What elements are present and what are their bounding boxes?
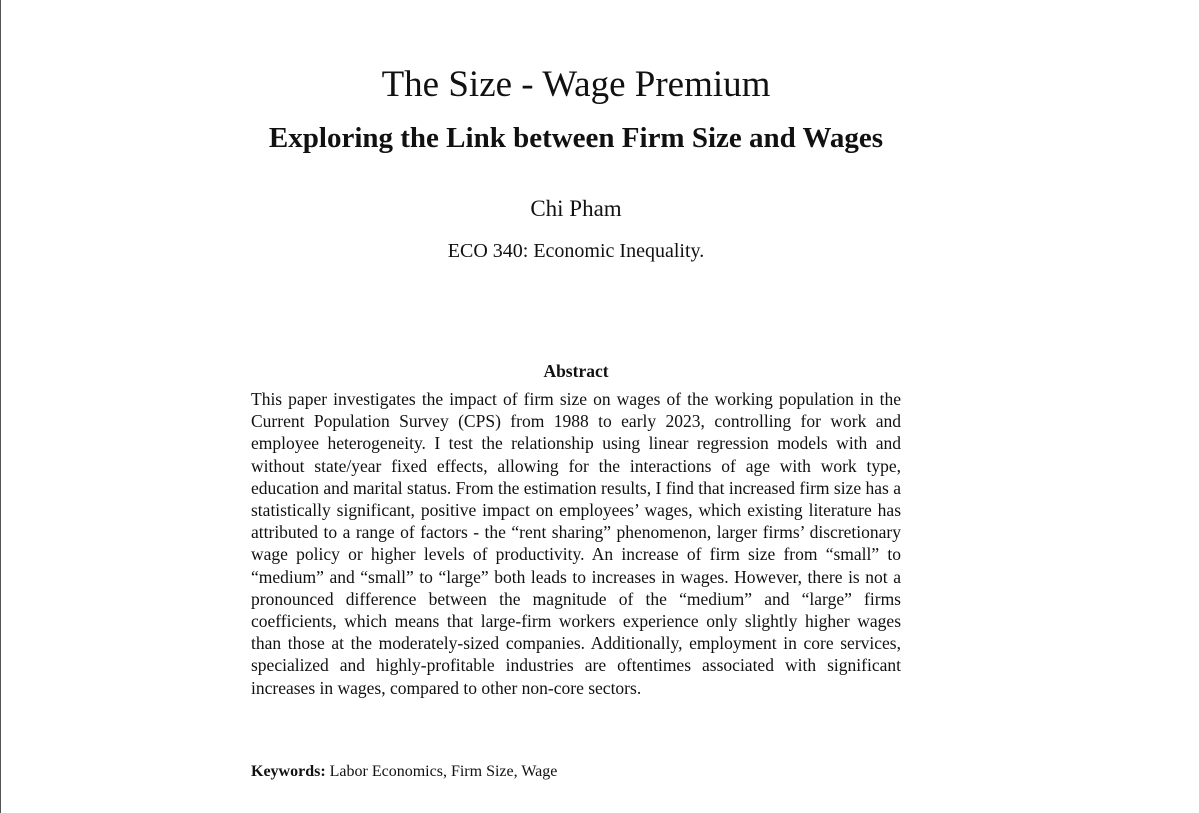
keywords-label: Keywords: (251, 763, 326, 780)
paper-subtitle: Exploring the Link between Firm Size and… (268, 122, 884, 154)
abstract-heading: Abstract (543, 361, 609, 381)
abstract-body: This paper investigates the impact of fi… (251, 389, 901, 698)
page-edge-rule (0, 0, 1, 813)
author-name: Chi Pham (530, 196, 622, 221)
keywords-line: Keywords: Labor Economics, Firm Size, Wa… (251, 761, 901, 783)
keywords-list: Labor Economics, Firm Size, Wage (329, 763, 558, 780)
course-affiliation: ECO 340: Economic Inequality. (447, 240, 705, 262)
paper-title: The Size - Wage Premium (381, 64, 771, 105)
